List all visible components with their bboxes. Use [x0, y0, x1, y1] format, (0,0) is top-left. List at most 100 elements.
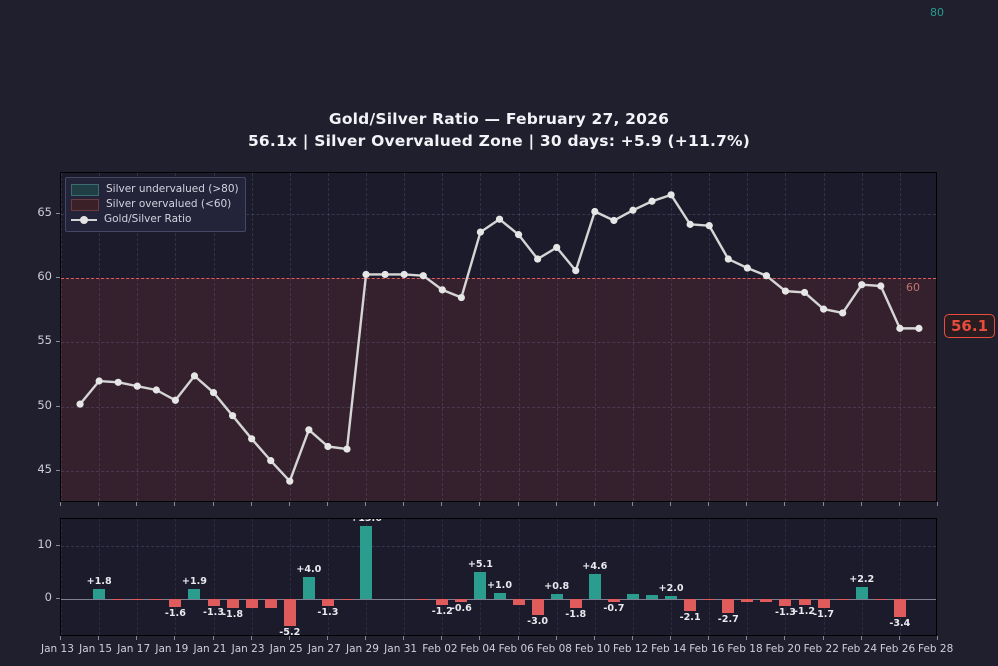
delta-bar [302, 577, 315, 599]
y-axis-tick-label: 45 [37, 461, 52, 476]
ratio-data-point [839, 309, 847, 317]
ratio-data-point [762, 272, 771, 280]
ratio-data-point [305, 426, 313, 434]
delta-bar [207, 598, 220, 606]
delta-y-tick-mark [56, 597, 60, 599]
delta-bar-label: -2.7 [717, 614, 739, 626]
gridline-vertical [556, 173, 558, 501]
delta-bar [874, 598, 887, 600]
delta-bar [646, 595, 659, 599]
page-title: Gold/Silver Ratio — February 27, 2026 [328, 110, 670, 128]
ratio-chart-axes: 60 Silver undervalued (>80) Silver overv… [60, 172, 937, 502]
gridline-vertical [785, 519, 787, 635]
legend-swatch-undervalued [71, 183, 99, 196]
gridline-vertical [899, 519, 901, 635]
x-axis-tick-mark-upper [212, 502, 214, 506]
x-axis-tick-label: Jan 23 [231, 643, 265, 655]
gridline-vertical [61, 519, 62, 635]
x-axis-tick-mark-upper [784, 502, 786, 506]
delta-bar [188, 588, 201, 599]
y-axis-tick-label: 65 [37, 205, 52, 220]
ratio-data-point [362, 270, 370, 279]
ratio-data-point [572, 266, 580, 275]
x-axis-tick-mark-upper [403, 502, 405, 506]
x-axis-tick-mark-upper [631, 502, 633, 506]
gridline-vertical [785, 173, 787, 501]
gridline-vertical [709, 173, 711, 501]
delta-bar [360, 526, 373, 599]
x-axis-tick-mark-upper [60, 502, 61, 506]
ratio-data-point [610, 216, 618, 225]
x-axis-tick-label: Feb 20 [765, 643, 801, 655]
delta-bar [417, 598, 430, 600]
ratio-data-point [133, 382, 141, 390]
y-axis-tick-label: 60 [37, 269, 52, 284]
delta-bar-label: -1.3 [317, 606, 339, 618]
delta-bar-label: -0.7 [603, 603, 625, 615]
delta-bar [150, 598, 163, 601]
x-axis-tick-mark [784, 636, 786, 640]
delta-bar-label: -1.6 [164, 608, 186, 620]
delta-bar [703, 598, 716, 600]
ratio-line-path [78, 193, 921, 483]
ratio-data-point [171, 396, 179, 404]
ratio-data-point [667, 191, 675, 199]
gridline-vertical [251, 519, 253, 635]
delta-bar [455, 598, 468, 602]
delta-bar-label: +0.8 [544, 581, 570, 593]
gridline-vertical [99, 519, 101, 635]
ratio-data-point [877, 282, 885, 290]
delta-bar-label: +4.6 [582, 561, 608, 573]
ratio-data-point [896, 324, 904, 332]
gridline-vertical [404, 519, 406, 635]
gridline-vertical [137, 519, 139, 635]
delta-bar-label: +2.2 [849, 574, 875, 586]
gridline-horizontal [61, 214, 936, 216]
gridline-vertical [671, 519, 673, 635]
x-axis-tick-mark-upper [136, 502, 138, 506]
delta-bar [531, 598, 544, 615]
y-axis-tick-mark [56, 469, 60, 471]
delta-bar-label: -1.8 [222, 609, 244, 621]
y-axis-tick-label: 55 [37, 333, 52, 348]
ratio-data-point [228, 412, 237, 420]
x-axis-tick-label: Jan 17 [117, 643, 151, 655]
gridline-vertical [518, 519, 520, 635]
delta-bar [169, 598, 182, 608]
ratio-data-point [743, 264, 751, 272]
ratio-data-point [800, 288, 809, 297]
ratio-data-point [705, 222, 713, 230]
x-axis-tick-mark [898, 636, 900, 640]
gridline-vertical [518, 173, 520, 501]
x-axis-tick-mark-upper [326, 502, 328, 506]
ratio-data-point [457, 293, 465, 302]
x-axis-tick-label: Jan 25 [269, 643, 303, 655]
x-axis-tick-mark [136, 636, 138, 640]
delta-bar [436, 598, 449, 606]
gridline-horizontal [61, 342, 936, 344]
delta-bar-label: +1.8 [86, 576, 112, 588]
x-axis-tick-label: Feb 06 [498, 643, 534, 655]
x-axis-tick-label: Feb 18 [727, 643, 763, 655]
ratio-data-point [95, 377, 103, 385]
ratio-data-point [858, 281, 866, 289]
delta-chart-axes: +1.8 -1.6 +1.9 -1.3 -1.8 -5.2 +4.0 -1.3 +13.6 -1.… [60, 518, 937, 636]
delta-bar [760, 598, 773, 602]
delta-y-tick-label: 10 [37, 536, 52, 551]
x-axis-tick-mark [593, 636, 595, 640]
legend-item-ratio-line: Gold/Silver Ratio [71, 212, 239, 227]
x-axis-tick-label: Feb 02 [422, 643, 458, 655]
x-axis-tick-mark-upper [288, 502, 290, 506]
delta-y-tick-label: 0 [44, 589, 52, 604]
x-axis-tick-mark [860, 636, 862, 640]
gridline-vertical [594, 173, 596, 501]
x-axis-tick-mark-upper [822, 502, 824, 506]
threshold-60-label: 60 [906, 281, 920, 295]
ratio-data-point [915, 324, 923, 332]
x-axis-tick-label: Feb 28 [918, 643, 954, 655]
delta-bar-label: -1.8 [565, 609, 587, 621]
gridline-vertical [327, 519, 329, 635]
gridline-vertical [213, 173, 215, 501]
delta-bar [131, 598, 144, 601]
delta-bar-label: -3.0 [527, 615, 549, 627]
